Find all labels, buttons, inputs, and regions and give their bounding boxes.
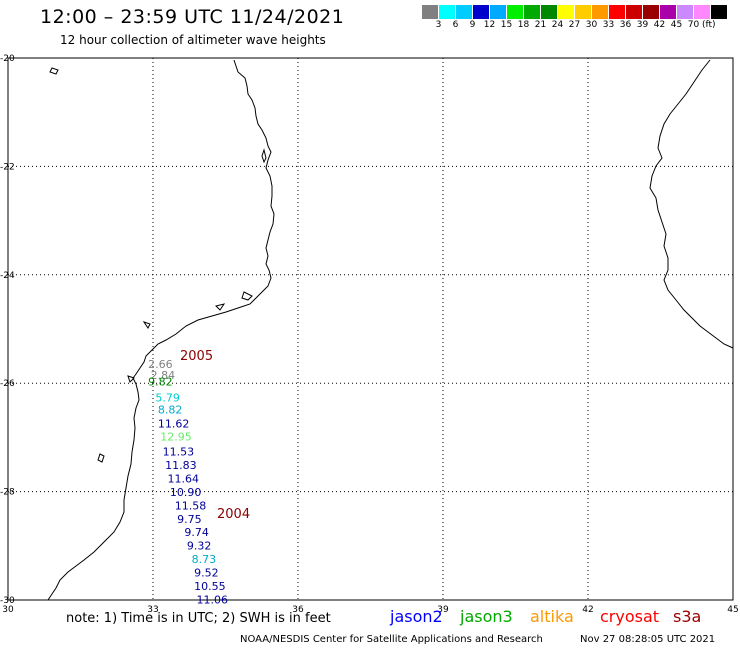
generation-timestamp: Nov 27 08:28:05 UTC 2021 <box>580 634 716 645</box>
credit-line: NOAA/NESDIS Center for Satellite Applica… <box>240 634 543 645</box>
wave-height-label: 11.58 <box>175 499 207 512</box>
color-swatch <box>694 5 711 19</box>
color-swatch <box>524 5 541 19</box>
track-label: 2004 <box>217 507 250 522</box>
color-swatch <box>439 5 456 19</box>
footnote: note: 1) Time is in UTC; 2) SWH is in fe… <box>66 611 331 626</box>
map-subtitle: 12 hour collection of altimeter wave hei… <box>60 33 326 47</box>
wave-height-label: 10.55 <box>194 580 226 593</box>
wave-height-label: 9.52 <box>194 567 219 580</box>
satellite-legend-item: jason2 <box>390 607 443 626</box>
color-scale-label: 45 <box>670 20 683 30</box>
color-scale-label: 30 <box>585 20 598 30</box>
wave-height-label: 11.83 <box>165 459 197 472</box>
wave-height-labels: 2.662.849.82 5.798.8211.6212.9511.5311.83… <box>148 358 228 606</box>
y-tick-label: -26 <box>0 379 15 389</box>
wave-height-label: 9.74 <box>184 526 209 539</box>
color-swatch <box>660 5 677 19</box>
color-scale-label: 21 <box>534 20 547 30</box>
color-scale-label: 12 <box>483 20 496 30</box>
color-scale-label: 70 <box>687 20 700 30</box>
wave-height-label: 9.32 <box>187 540 212 553</box>
graticule-grid <box>8 58 733 600</box>
wave-height-label: 8.82 <box>158 404 183 417</box>
track-labels: 2005 2004 <box>180 349 250 522</box>
axis-tick-labels: 30 33 36 39 42 45 -20 -22 -24 -26 -28 -30 <box>0 54 739 615</box>
x-tick-label: 30 <box>2 605 14 615</box>
color-scale-label: 42 <box>653 20 666 30</box>
color-scale-unit: (ft) <box>702 20 716 30</box>
satellite-legend-item: cryosat <box>600 607 660 626</box>
wave-height-label: 5.79 <box>155 392 180 405</box>
color-swatch <box>541 5 558 19</box>
color-swatch <box>558 5 575 19</box>
color-scale-label: 24 <box>551 20 564 30</box>
color-swatch <box>711 5 728 19</box>
color-scale-label: 39 <box>636 20 649 30</box>
wave-height-label: 11.06 <box>197 593 229 606</box>
color-scale-label: 3 <box>435 20 442 30</box>
color-swatch <box>677 5 694 19</box>
color-scale-label: 18 <box>517 20 530 30</box>
x-tick-label: 36 <box>292 605 304 615</box>
y-tick-label: -24 <box>0 271 15 281</box>
satellite-legend-item: jason3 <box>460 607 513 626</box>
satellite-legend-item: altika <box>530 607 574 626</box>
madagascar-coastline <box>649 59 734 349</box>
color-swatch <box>490 5 507 19</box>
wave-height-label: 11.62 <box>158 418 190 431</box>
color-scale-bar <box>422 5 728 19</box>
color-scale-label: 36 <box>619 20 632 30</box>
color-scale-label: 15 <box>500 20 513 30</box>
color-swatch <box>473 5 490 19</box>
color-swatch <box>609 5 626 19</box>
y-tick-label: -22 <box>0 162 15 172</box>
wave-height-label: 10.90 <box>170 486 202 499</box>
color-swatch <box>456 5 473 19</box>
wave-height-label: 12.95 <box>160 431 192 444</box>
color-scale-label: 27 <box>568 20 581 30</box>
track-label: 2005 <box>180 349 213 364</box>
color-scale-label: 33 <box>602 20 615 30</box>
map-frame <box>7 57 734 601</box>
lake-feature <box>49 67 151 463</box>
wave-height-label: 2.66 <box>148 358 173 371</box>
color-scale-label: 9 <box>469 20 476 30</box>
wave-height-label: 9.82 <box>148 375 173 388</box>
bazaruto-islands <box>127 148 267 383</box>
color-swatch <box>422 5 439 19</box>
wave-height-label: 2.84 <box>151 369 176 382</box>
x-tick-label: 39 <box>437 605 449 615</box>
africa-coastline <box>47 59 275 601</box>
x-tick-label: 42 <box>582 605 593 615</box>
x-tick-label: 33 <box>147 605 158 615</box>
color-swatch <box>507 5 524 19</box>
wave-height-label: 9.75 <box>177 513 202 526</box>
color-scale-label: 6 <box>452 20 459 30</box>
map-title: 12:00 – 23:59 UTC 11/24/2021 <box>40 6 345 28</box>
satellite-legend-item: s3a <box>673 607 702 626</box>
y-tick-label: -28 <box>0 488 15 498</box>
color-swatch <box>575 5 592 19</box>
y-tick-label: -20 <box>0 54 15 64</box>
y-tick-label: -30 <box>0 596 15 606</box>
color-swatch <box>592 5 609 19</box>
color-swatch <box>626 5 643 19</box>
x-tick-label: 45 <box>727 605 738 615</box>
wave-height-label: 8.73 <box>192 553 217 566</box>
color-swatch <box>643 5 660 19</box>
wave-height-label: 11.64 <box>168 472 200 485</box>
wave-height-label: 11.53 <box>163 445 195 458</box>
